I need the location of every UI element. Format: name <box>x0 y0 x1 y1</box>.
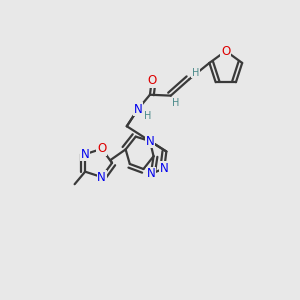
Text: N: N <box>134 103 142 116</box>
Text: N: N <box>98 171 106 184</box>
Text: O: O <box>97 142 106 155</box>
Text: H: H <box>192 68 200 78</box>
Text: N: N <box>146 135 154 148</box>
Text: H: H <box>145 110 152 121</box>
Text: N: N <box>146 167 155 180</box>
Text: O: O <box>221 44 230 58</box>
Text: N: N <box>81 148 89 161</box>
Text: H: H <box>172 98 180 108</box>
Text: N: N <box>160 162 169 175</box>
Text: O: O <box>147 74 156 87</box>
